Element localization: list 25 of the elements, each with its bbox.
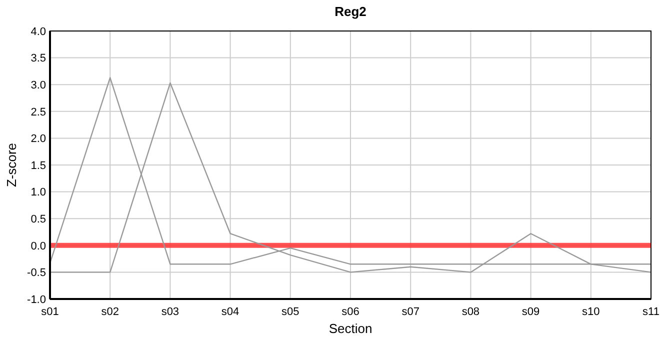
y-tick-label: 4.0 bbox=[30, 26, 46, 38]
x-tick-label: s10 bbox=[582, 306, 600, 318]
y-tick-label: 3.5 bbox=[30, 52, 46, 65]
y-tick-label: 1.5 bbox=[30, 160, 46, 172]
chart-title: Reg2 bbox=[334, 4, 366, 19]
y-tick-label: 0.0 bbox=[30, 240, 46, 252]
x-tick-label: s11 bbox=[642, 306, 660, 318]
y-tick-label: 2.5 bbox=[30, 106, 46, 118]
x-tick-label: s03 bbox=[161, 306, 180, 318]
y-tick-label: 0.5 bbox=[30, 213, 46, 226]
y-tick-label: -1.0 bbox=[27, 294, 46, 306]
x-tick-label: s07 bbox=[402, 306, 420, 318]
y-tick-label: 3.0 bbox=[30, 79, 46, 92]
x-axis-title: Section bbox=[328, 321, 372, 336]
x-tick-label: s01 bbox=[41, 306, 59, 318]
y-tick-label: 1.0 bbox=[30, 186, 46, 199]
y-axis-title: Z-score bbox=[4, 142, 19, 188]
x-tick-label: s04 bbox=[221, 306, 240, 318]
x-tick-label: s06 bbox=[342, 306, 360, 318]
y-tick-label: -0.5 bbox=[27, 267, 46, 280]
y-tick-label: 2.0 bbox=[30, 133, 46, 146]
x-tick-label: s09 bbox=[522, 306, 540, 318]
x-tick-label: s02 bbox=[101, 306, 119, 318]
x-tick-label: s05 bbox=[282, 306, 300, 318]
x-tick-label: s08 bbox=[462, 306, 480, 318]
